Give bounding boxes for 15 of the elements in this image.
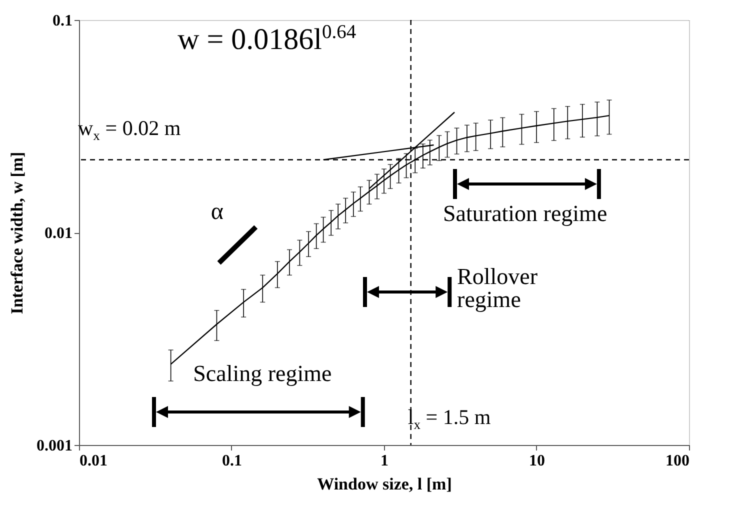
x-tick-label: 10 — [529, 452, 545, 470]
annotation: Saturation regime — [443, 201, 608, 226]
annotation: Scaling regime — [193, 361, 332, 386]
x-tick-label: 0.1 — [222, 452, 242, 470]
y-tick-label: 0.01 — [44, 225, 72, 242]
x-tick-label: 1 — [380, 452, 388, 470]
y-tick-label: 0.001 — [36, 438, 72, 454]
y-axis-title: Interface width, w [m] — [8, 152, 26, 314]
x-tick-label: 0.01 — [80, 452, 108, 470]
annotation: α — [210, 198, 224, 225]
x-axis-title: Window size, l [m] — [317, 474, 452, 494]
y-tick-label: 0.1 — [52, 12, 72, 30]
annotation: w = 0.0186l$^{0.64}$ — [178, 22, 356, 56]
x-tick-label: 100 — [666, 452, 690, 470]
annotation: Rollover regime — [457, 264, 538, 312]
